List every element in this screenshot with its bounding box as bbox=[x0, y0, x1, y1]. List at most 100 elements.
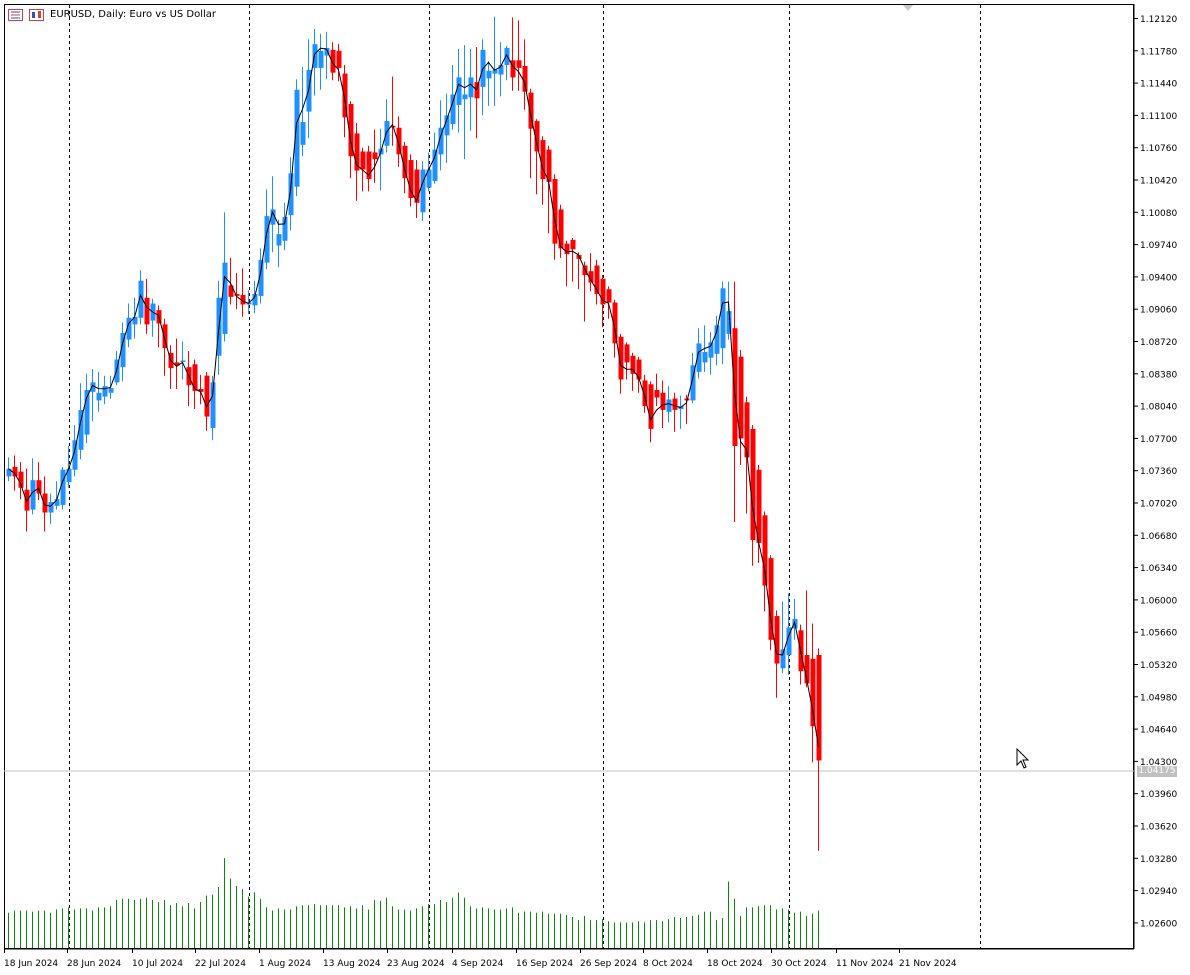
date-tick-label: 8 Oct 2024 bbox=[643, 959, 693, 969]
candle-body bbox=[396, 127, 402, 155]
candle-body bbox=[336, 50, 342, 68]
date-tick-label: 21 Nov 2024 bbox=[899, 959, 957, 969]
price-tick-label: 1.02600 bbox=[1140, 919, 1177, 929]
candle-body bbox=[432, 149, 438, 181]
candle-body bbox=[750, 428, 756, 541]
candle-body bbox=[636, 359, 642, 380]
price-tick-label: 1.04980 bbox=[1140, 693, 1177, 703]
date-tick-label: 23 Aug 2024 bbox=[387, 959, 445, 969]
date-tick-label: 16 Sep 2024 bbox=[516, 959, 573, 969]
candle-body bbox=[702, 351, 708, 363]
candle-body bbox=[252, 294, 258, 306]
candle-body bbox=[60, 469, 66, 505]
candle-body bbox=[318, 50, 324, 68]
candle-body bbox=[564, 243, 570, 255]
candle-body bbox=[228, 285, 234, 297]
candle-body bbox=[714, 325, 720, 354]
moving-average-line bbox=[8, 47, 819, 747]
candle-body bbox=[810, 658, 816, 727]
bar-chart-icon[interactable] bbox=[8, 9, 23, 21]
candle-body bbox=[726, 311, 732, 334]
candle-body bbox=[546, 149, 552, 182]
candle-body bbox=[498, 65, 504, 75]
candle-body bbox=[420, 169, 426, 213]
price-tick-label: 1.08380 bbox=[1140, 370, 1177, 380]
date-tick-label: 22 Jul 2024 bbox=[195, 959, 246, 969]
candle-body bbox=[780, 649, 786, 669]
candle-body bbox=[672, 398, 678, 410]
candle-body bbox=[312, 44, 318, 68]
price-tick-label: 1.09060 bbox=[1140, 306, 1177, 316]
candle-body bbox=[36, 480, 42, 494]
candle-body bbox=[342, 73, 348, 118]
price-tick-label: 1.04640 bbox=[1140, 726, 1177, 736]
candle-body bbox=[126, 317, 132, 340]
candle-body bbox=[486, 70, 492, 79]
price-tick-label: 1.09740 bbox=[1140, 241, 1177, 251]
candle-body bbox=[84, 389, 90, 435]
candle-body bbox=[102, 386, 108, 397]
period-separators bbox=[69, 5, 981, 948]
candle-body bbox=[738, 356, 744, 439]
volume-bars bbox=[8, 858, 819, 948]
candle-body bbox=[324, 47, 330, 56]
chart-shift-marker-icon[interactable] bbox=[902, 4, 914, 12]
candle-body bbox=[618, 336, 624, 380]
candle-body bbox=[174, 362, 180, 366]
candle-body bbox=[348, 104, 354, 157]
price-tick-label: 1.10420 bbox=[1140, 177, 1177, 187]
candle-body bbox=[552, 179, 558, 244]
candle-body bbox=[72, 440, 78, 470]
candle-body bbox=[144, 297, 150, 325]
price-tick-label: 1.10760 bbox=[1140, 144, 1177, 154]
candle-body bbox=[282, 217, 288, 241]
candle-body bbox=[690, 365, 696, 401]
candle-body bbox=[360, 151, 366, 170]
candle-body bbox=[264, 216, 270, 263]
candle-body bbox=[654, 389, 660, 398]
candle-body bbox=[204, 375, 210, 417]
candle-chart-icon[interactable] bbox=[29, 9, 44, 21]
candle-body bbox=[42, 493, 48, 513]
price-tick-label: 1.03280 bbox=[1140, 855, 1177, 865]
candle-body bbox=[528, 92, 534, 129]
candle-body bbox=[270, 209, 276, 225]
candle-body bbox=[708, 342, 714, 358]
candle-body bbox=[108, 388, 114, 393]
candle-body bbox=[96, 392, 102, 401]
price-tick-label: 1.04300 bbox=[1140, 758, 1177, 768]
candle-body bbox=[744, 402, 750, 458]
candle-body bbox=[804, 655, 810, 684]
candle-body bbox=[18, 471, 24, 488]
date-tick-label: 13 Aug 2024 bbox=[323, 959, 381, 969]
candle-body bbox=[276, 234, 282, 246]
candle-body bbox=[660, 392, 666, 410]
candle-body bbox=[720, 288, 726, 349]
price-tick-label: 1.02940 bbox=[1140, 887, 1177, 897]
candle-body bbox=[816, 655, 822, 761]
candle-body bbox=[444, 115, 450, 136]
price-tick-label: 1.03620 bbox=[1140, 823, 1177, 833]
candle-body bbox=[366, 151, 372, 180]
candle-body bbox=[138, 280, 144, 318]
candle-body bbox=[438, 127, 444, 155]
candle-body bbox=[132, 316, 138, 325]
candle-body bbox=[78, 409, 84, 450]
candle-body bbox=[120, 332, 126, 368]
price-tick-label: 1.09400 bbox=[1140, 273, 1177, 283]
candle-body bbox=[372, 152, 378, 160]
candle-body bbox=[492, 69, 498, 74]
price-tick-label: 1.11440 bbox=[1140, 80, 1177, 90]
candle-body bbox=[642, 380, 648, 407]
price-tick-label: 1.05320 bbox=[1140, 661, 1177, 671]
date-tick-label: 28 Jun 2024 bbox=[67, 959, 121, 969]
candle-body bbox=[402, 145, 408, 179]
candle-body bbox=[540, 140, 546, 180]
candle-body bbox=[612, 302, 618, 344]
date-tick-label: 26 Sep 2024 bbox=[580, 959, 637, 969]
price-tick-label: 1.10080 bbox=[1140, 209, 1177, 219]
price-tick-label: 1.06000 bbox=[1140, 596, 1177, 606]
candle-body bbox=[666, 399, 672, 412]
